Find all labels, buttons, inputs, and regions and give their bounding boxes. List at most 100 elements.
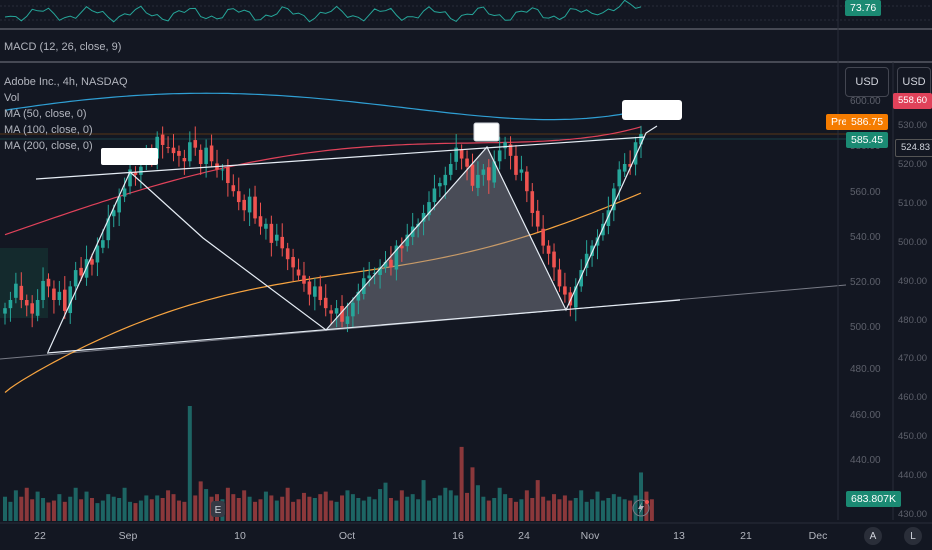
volume-bar [182, 501, 187, 521]
candle [519, 155, 524, 181]
volume-bar [144, 495, 149, 521]
volume-bar [263, 491, 268, 521]
channel-pattern [35, 125, 681, 354]
price-tick-label: 510.00 [898, 198, 927, 209]
volume-bar [100, 500, 105, 521]
currency-button[interactable]: USD [845, 67, 889, 97]
volume-bar [530, 498, 535, 521]
volume-bar [231, 494, 236, 521]
ma200-legend[interactable]: MA (200, close, 0) [4, 140, 93, 152]
currency-button[interactable]: USD [897, 67, 931, 97]
volume-bar [280, 496, 285, 521]
volume-bar [312, 498, 317, 521]
candle [280, 223, 285, 257]
candle [557, 258, 562, 292]
volume-bar [649, 499, 654, 521]
price-tick-label: 460.00 [850, 410, 881, 421]
rsi-pane [0, 0, 932, 23]
volume-bar [470, 467, 475, 521]
annotation-box[interactable] [101, 148, 158, 165]
volume-bar [503, 494, 508, 521]
volume-bar [622, 499, 627, 521]
candle [459, 144, 464, 170]
volume-bar [617, 496, 622, 521]
axis-mode-button[interactable]: A [864, 527, 882, 545]
volume-bar [171, 494, 176, 521]
volume-bar [57, 494, 62, 521]
price-tick-label: 500.00 [850, 322, 881, 333]
candle [432, 174, 437, 211]
volume-bar [24, 487, 29, 521]
price-tick-label: 500.00 [898, 237, 927, 248]
candle [236, 177, 241, 211]
volume-bar [372, 499, 377, 521]
axis-mode-button[interactable]: L [904, 527, 922, 545]
candle [389, 246, 393, 276]
volume-bar [160, 498, 165, 521]
candle [296, 258, 301, 281]
ma100-legend[interactable]: MA (100, close, 0) [4, 124, 93, 136]
candle [334, 300, 339, 328]
candle [171, 134, 176, 162]
candle [101, 229, 105, 254]
rsi-value-badge: 73.76 [845, 0, 882, 16]
channel-lower-line [46, 299, 681, 354]
volume-bar [454, 495, 459, 521]
ma100-line [4, 126, 642, 236]
candle [182, 149, 187, 175]
price-tick-label: 480.00 [850, 364, 881, 375]
volume-bar [334, 501, 339, 521]
volume-bar [350, 494, 355, 521]
volume-bar [176, 500, 181, 521]
volume-bar [394, 500, 399, 521]
volume-bar [546, 500, 551, 521]
time-tick-label: Oct [339, 530, 355, 542]
candle [400, 237, 404, 262]
candle [133, 166, 138, 186]
candle [274, 223, 279, 247]
annotation-box[interactable] [473, 122, 500, 142]
volume-bar [111, 496, 116, 521]
candle [329, 304, 333, 325]
candle [231, 174, 236, 197]
volume-bar [541, 496, 546, 521]
rsi-line [4, 0, 642, 23]
volume-bar [329, 500, 334, 521]
volume-bar [595, 491, 600, 521]
candle [454, 134, 458, 170]
volume-bar [236, 498, 241, 521]
symbol-label[interactable]: Adobe Inc., 4h, NASDAQ [4, 76, 128, 88]
candle [269, 215, 274, 257]
earnings-marker[interactable]: E [211, 501, 225, 517]
volume-bar [497, 487, 502, 521]
volume-bar [274, 500, 279, 521]
volume-bar [35, 491, 40, 521]
candle [90, 253, 94, 276]
candle [318, 275, 323, 306]
volume-bar [432, 498, 437, 521]
candle [19, 272, 24, 309]
ma200-line [4, 92, 642, 121]
volume-bar [51, 500, 56, 521]
volume-bar [138, 500, 143, 521]
volume-bar [225, 487, 230, 521]
vol-label[interactable]: Vol [4, 92, 20, 104]
candle [508, 136, 513, 170]
candle [209, 134, 214, 167]
time-tick-label: Nov [581, 530, 600, 542]
volume-bar [149, 499, 154, 521]
ma50-legend[interactable]: MA (50, close, 0) [4, 108, 87, 120]
volume-bar [378, 489, 383, 521]
candle [313, 278, 317, 311]
candle [160, 126, 165, 159]
annotation-box[interactable] [622, 100, 682, 120]
lightning-icon[interactable] [632, 499, 650, 517]
pre-value-badge: 586.75 [846, 114, 889, 130]
volume-bar [492, 498, 497, 521]
volume-bar [356, 498, 361, 521]
volume-bar [519, 499, 524, 521]
candle [291, 248, 295, 281]
candle [503, 136, 507, 160]
candle [476, 161, 480, 197]
